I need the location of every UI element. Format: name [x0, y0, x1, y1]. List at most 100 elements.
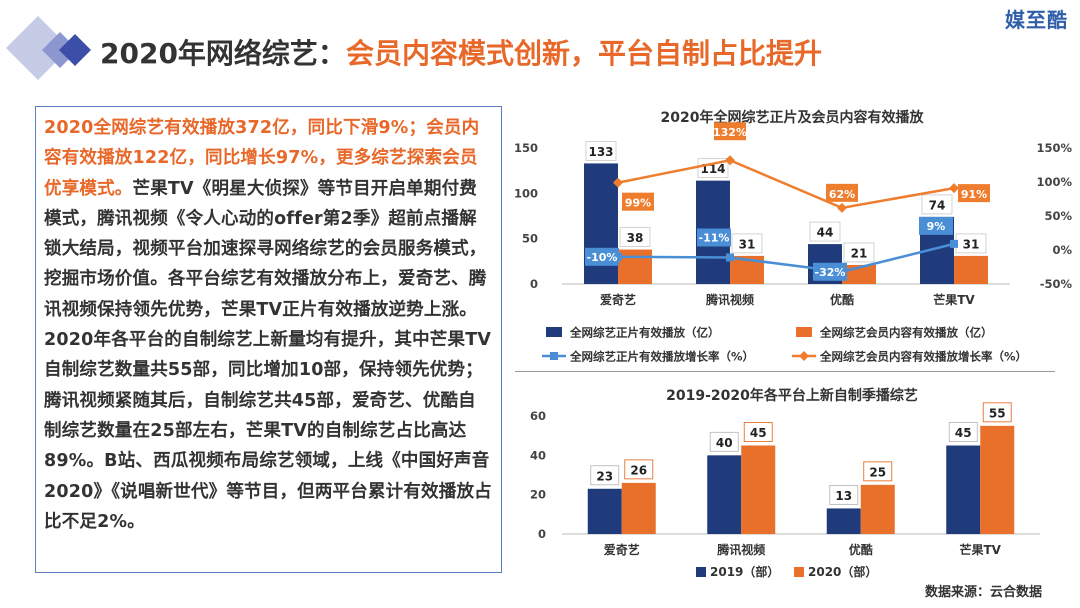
- chart1-label-main: 133: [588, 145, 613, 159]
- chart1-category-label: 优酷: [830, 292, 854, 307]
- chart1-main-growth-label: -11%: [699, 231, 730, 244]
- chart1-label-member-box: [731, 233, 763, 254]
- chart2-legend-swatch: [696, 567, 706, 577]
- chart1-label-member: 31: [963, 237, 980, 251]
- chart1-member-growth-point: [725, 155, 735, 166]
- chart2-label-2020: 55: [989, 406, 1006, 420]
- summary-highlight: 2020全网综艺有效播放372亿，同比下滑9%；会员内容有效播放122亿，同比增…: [44, 118, 480, 199]
- chart1-y-tick: 0: [530, 277, 538, 291]
- chart2-y-tick: 0: [538, 527, 546, 541]
- chart1-title: 2020年全网综艺正片及会员内容有效播放: [661, 109, 925, 126]
- chart1-bar-member: [954, 255, 988, 284]
- chart1-y-tick: 150: [514, 141, 538, 155]
- chart2-label-2019: 40: [716, 436, 733, 450]
- chart2-bar-2020: [980, 425, 1015, 534]
- chart2-category-label: 爱奇艺: [604, 542, 640, 557]
- chart1-main-growth-label-box: [585, 247, 619, 266]
- chart2-category-label: 优酷: [849, 542, 873, 557]
- chart1-y-tick: 50: [522, 232, 538, 246]
- chart2-label-2019-box: [709, 431, 739, 452]
- chart1-legend-label: 全网综艺正片有效播放增长率（%）: [569, 350, 754, 364]
- chart2-bar-2019: [946, 445, 981, 534]
- chart2-label-2019: 45: [955, 426, 972, 440]
- chart2-label-2020-box: [624, 459, 654, 480]
- chart2-label-2020: 26: [630, 463, 647, 477]
- chart1-main-growth-point: [950, 239, 958, 248]
- chart2-label-2020-box: [863, 461, 893, 482]
- chart1-legend-label: 全网综艺会员内容有效播放（亿）: [819, 326, 993, 340]
- data-source-note: 数据来源：云合数据: [924, 585, 1042, 600]
- chart1-main-growth-point: [726, 253, 734, 262]
- chart1-legend-swatch: [799, 351, 809, 361]
- chart2-bar-2019: [707, 455, 742, 534]
- chart1-member-growth-label: 132%: [713, 126, 747, 139]
- chart2-bar-2019: [826, 508, 861, 534]
- chart1-main-growth-label: 9%: [927, 220, 946, 233]
- chart1-label-member-box: [843, 242, 875, 263]
- chart1-member-growth-line: [617, 158, 955, 210]
- chart1-member-growth-point: [613, 177, 623, 188]
- chart1-legend-label: 全网综艺会员内容有效播放增长率（%）: [819, 350, 1027, 364]
- chart1-label-main: 74: [929, 198, 946, 212]
- chart1-main-growth-label: -10%: [587, 251, 618, 264]
- chart1-category-label: 爱奇艺: [600, 292, 636, 307]
- chart2-label-2020: 25: [869, 465, 886, 479]
- chart1-member-growth-label-box: [826, 183, 858, 202]
- chart1-member-growth-label: 62%: [829, 188, 855, 201]
- chart2-bar-2020: [741, 445, 776, 534]
- chart1-label-main-box: [921, 194, 953, 215]
- decorative-diamonds: [6, 16, 91, 80]
- chart1-y2-tick: 150%: [1036, 141, 1072, 155]
- chart1-y2-tick: 0%: [1052, 243, 1072, 257]
- chart2-label-2020: 45: [750, 426, 767, 440]
- chart2-bar-2020: [621, 482, 656, 534]
- chart1-member-growth-label: 99%: [625, 197, 651, 210]
- chart1-label-member-box: [619, 227, 651, 247]
- chart2-category-label: 腾讯视频: [716, 542, 765, 557]
- chart2-label-2020-box: [743, 422, 773, 442]
- chart-self-produced: 2019-2020年各平台上新自制季播综艺 0 20 40 60 爱奇艺 23 26 腾讯视频 4…: [530, 387, 1040, 579]
- chart1-bar-member: [618, 249, 652, 284]
- chart1-y2-tick: 100%: [1036, 175, 1072, 189]
- chart2-y-tick: 60: [530, 409, 546, 423]
- chart1-bar-main: [584, 163, 618, 284]
- chart1-legend-swatch: [550, 352, 558, 360]
- chart-divider: [515, 371, 1055, 372]
- chart1-legend-swatch: [796, 327, 812, 337]
- chart1-category-label: 芒果TV: [933, 292, 975, 307]
- chart1-main-growth-label-box: [813, 262, 847, 281]
- chart2-label-2019-box: [948, 422, 978, 442]
- chart2-legend-swatch: [794, 567, 804, 577]
- chart1-label-member: 38: [627, 231, 644, 245]
- chart1-label-main: 44: [817, 226, 834, 240]
- chart1-legend-label: 全网综艺正片有效播放（亿）: [569, 326, 720, 340]
- chart-playback: 2020年全网综艺正片及会员内容有效播放 0 50 100 150 -50% 0% 50% 10…: [514, 109, 1073, 364]
- chart1-category-label: 腾讯视频: [705, 292, 754, 307]
- chart1-main-growth-label-box: [919, 216, 953, 235]
- chart2-label-2019: 13: [835, 489, 852, 503]
- chart2-title: 2019-2020年各平台上新自制季播综艺: [666, 387, 918, 404]
- chart2-y-tick: 40: [530, 448, 546, 462]
- page-title: 2020年网络综艺：会员内容模式创新，平台自制占比提升: [100, 32, 822, 72]
- chart2-legend-label: 2019（部）: [710, 564, 779, 579]
- chart1-main-growth-label: -32%: [815, 266, 846, 279]
- chart2-label-2019-box: [590, 465, 620, 486]
- chart2-y-tick: 20: [530, 488, 546, 502]
- chart2-legend-label: 2020（部）: [808, 564, 877, 579]
- chart1-label-member: 31: [739, 237, 756, 251]
- chart2-label-2020-box: [982, 402, 1012, 423]
- chart1-y2-tick: 50%: [1044, 209, 1072, 223]
- chart1-label-main-box: [809, 221, 841, 242]
- chart1-label-member: 21: [851, 246, 868, 260]
- chart1-member-growth-label-box: [714, 122, 746, 141]
- chart1-member-growth-label: 91%: [961, 188, 987, 201]
- chart2-bar-2019: [587, 488, 622, 534]
- chart1-member-growth-point: [837, 202, 847, 213]
- chart1-member-growth-label-box: [958, 184, 990, 203]
- chart1-main-growth-line: [617, 242, 955, 274]
- chart2-bar-2020: [860, 484, 895, 534]
- chart1-member-growth-label-box: [622, 192, 654, 211]
- chart1-y2-tick: -50%: [1040, 277, 1073, 291]
- page-title-prefix: 2020年网络综艺：: [100, 37, 346, 70]
- chart2-label-2019: 23: [596, 469, 613, 483]
